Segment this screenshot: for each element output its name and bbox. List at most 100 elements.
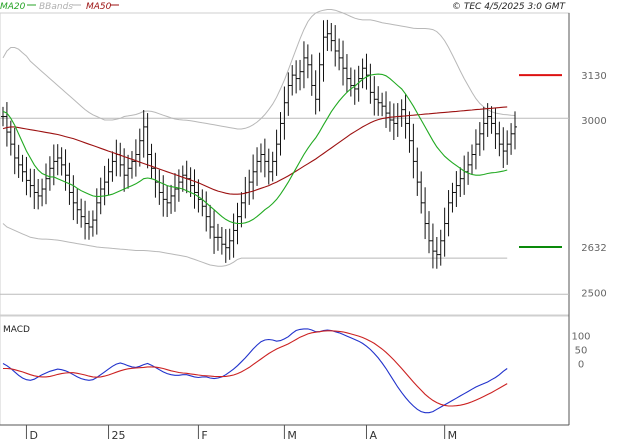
price-bar xyxy=(219,226,224,255)
price-bar xyxy=(364,53,369,90)
price-bar xyxy=(153,152,158,198)
macd-panel-title: MACD xyxy=(3,325,30,335)
price-bar xyxy=(79,198,84,228)
legend-bbands-label: BBands xyxy=(39,2,73,12)
price-bar xyxy=(176,169,181,202)
legend-ma50-label: MA50 xyxy=(86,2,112,12)
price-bar xyxy=(169,184,174,214)
price-bar xyxy=(149,143,154,180)
price-bar xyxy=(290,65,295,96)
price-bar xyxy=(509,123,514,155)
ma50-line xyxy=(2,106,508,195)
price-bar xyxy=(208,204,213,239)
price-bar xyxy=(376,86,381,116)
price-bar xyxy=(423,187,428,240)
axis-labels: 3130 2632 2500 3000 100 50 0 D 25 F M A M xyxy=(25,71,607,440)
price-bar xyxy=(262,138,267,178)
price-bar xyxy=(442,207,447,257)
support-level-label: 2632 xyxy=(581,243,606,254)
price-bar xyxy=(294,60,299,94)
price-bar xyxy=(352,69,357,105)
price-bar xyxy=(473,129,478,170)
price-bar xyxy=(360,58,365,89)
price-bar xyxy=(313,70,318,115)
price-bar xyxy=(501,127,506,168)
price-bar xyxy=(477,122,482,156)
price-bar xyxy=(16,144,21,178)
price-bar xyxy=(391,103,396,141)
price-axis-tick-label: 2500 xyxy=(581,289,606,300)
price-bar xyxy=(419,171,424,214)
price-bar xyxy=(438,229,443,266)
price-bar xyxy=(110,151,115,182)
price-bar xyxy=(86,210,91,240)
price-bar xyxy=(4,102,9,147)
price-bar xyxy=(384,91,389,128)
price-bar xyxy=(329,23,334,52)
price-bar xyxy=(380,92,385,117)
price-bar xyxy=(333,25,338,67)
price-bar xyxy=(196,179,201,213)
source-credit: © TEC 4/5/2025 3:0 GMT xyxy=(452,2,567,12)
price-bar xyxy=(321,20,326,82)
price-bar xyxy=(251,154,256,200)
price-bar xyxy=(372,76,377,116)
resistance-level-label: 3130 xyxy=(581,71,606,82)
price-bar xyxy=(231,213,236,258)
price-bar xyxy=(239,192,244,228)
price-bar xyxy=(172,173,177,212)
price-bar xyxy=(28,168,33,198)
price-bar xyxy=(51,144,56,186)
price-bar xyxy=(387,101,392,132)
price-bar xyxy=(215,223,220,251)
price-bar xyxy=(1,106,5,127)
price-bar xyxy=(24,156,29,196)
price-bar xyxy=(454,171,459,207)
price-bar xyxy=(55,144,60,176)
macd-axis-tick-label: 100 xyxy=(571,332,590,343)
bbands-lower-line xyxy=(2,223,508,267)
price-bar xyxy=(71,175,76,221)
price-bar xyxy=(43,163,48,205)
price-bar xyxy=(278,112,283,156)
x-axis-tick-label: A xyxy=(369,429,377,440)
price-bar xyxy=(63,149,68,191)
macd-macd-line xyxy=(2,328,508,414)
price-bar xyxy=(489,106,494,134)
price-axis-tick-label: 3000 xyxy=(581,116,606,127)
price-bar xyxy=(94,188,99,235)
x-axis-tick-label: D xyxy=(29,429,37,440)
x-axis-tick-label: M xyxy=(287,429,297,440)
price-bar xyxy=(83,200,88,240)
price-bar xyxy=(470,144,475,175)
x-axis-tick-label: M xyxy=(448,429,458,440)
price-bar xyxy=(337,38,342,71)
price-bar xyxy=(407,111,412,153)
price-bar xyxy=(165,185,170,217)
price-bar xyxy=(227,228,232,260)
price-panel-frame xyxy=(0,12,570,316)
legend-ma20-label: MA20 xyxy=(0,2,26,12)
bbands-upper-line xyxy=(2,9,516,130)
price-bar xyxy=(137,128,142,167)
x-axis-tick-label: F xyxy=(201,429,207,440)
price-bar xyxy=(204,191,209,232)
price-bar xyxy=(450,182,455,213)
price-bar xyxy=(497,121,502,157)
price-bar xyxy=(12,127,17,175)
price-bar xyxy=(274,129,279,176)
price-bar xyxy=(415,147,420,196)
price-bar xyxy=(481,106,486,151)
price-bar xyxy=(458,167,463,197)
price-bar xyxy=(341,40,346,86)
price-bar xyxy=(411,123,416,179)
price-bar xyxy=(513,111,517,150)
legend: MA20 BBands MA50 xyxy=(0,2,119,12)
price-bar xyxy=(122,148,127,192)
price-bar xyxy=(301,41,306,89)
price-bar xyxy=(270,151,275,182)
price-bar xyxy=(40,178,45,207)
price-bar xyxy=(36,179,41,210)
price-bar xyxy=(344,54,349,93)
